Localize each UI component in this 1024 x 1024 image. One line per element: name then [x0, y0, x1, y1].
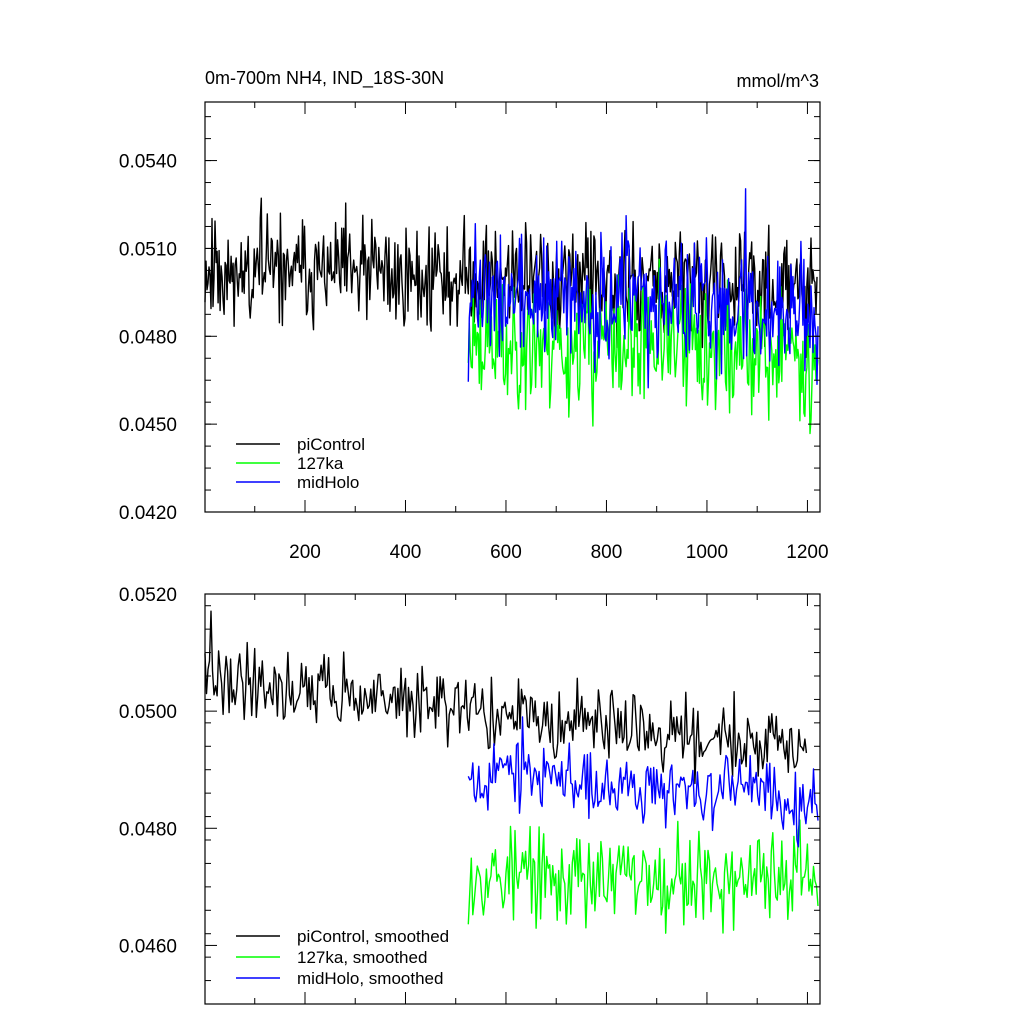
y-tick-label: 0.0540	[119, 152, 177, 173]
legend-label-0: piControl, smoothed	[297, 927, 449, 946]
bottom-panel: 0.0460 0.0480 0.0500 0.0520 piControl, smoo…	[119, 585, 821, 1005]
top-plot-frame	[204, 101, 821, 513]
bottom-tick-marks	[205, 593, 820, 1005]
units-label: mmol/m^3	[737, 71, 819, 91]
chart-title: 0m-700m NH4, IND_18S-30N	[205, 68, 444, 89]
series-line-2	[467, 188, 819, 389]
y-tick-label: 0.0460	[119, 936, 177, 957]
top-y-tick-labels: 0.0420 0.0450 0.0480 0.0510 0.0540	[119, 152, 177, 524]
x-tick-label: 600	[490, 542, 522, 563]
x-tick-label: 800	[591, 542, 623, 563]
top-tick-marks	[205, 102, 820, 513]
bottom-series-lines	[204, 610, 819, 934]
legend-label-1: 127ka, smoothed	[297, 948, 427, 967]
series-line-1	[467, 819, 819, 934]
y-tick-label: 0.0500	[119, 702, 177, 723]
legend-label-1: 127ka	[297, 454, 344, 473]
top-panel: 0m-700m NH4, IND_18S-30N mmol/m^3 0.0420…	[119, 68, 829, 563]
top-x-tick-labels: 200 400 600 800 1000 1200	[289, 542, 828, 563]
x-tick-label: 400	[390, 542, 422, 563]
series-line-0	[204, 610, 808, 785]
y-tick-label: 0.0520	[119, 585, 177, 606]
y-tick-label: 0.0480	[119, 327, 177, 348]
bottom-legend: piControl, smoothed 127ka, smoothed midHol…	[236, 927, 449, 988]
bottom-plot-frame	[204, 593, 821, 1005]
y-tick-label: 0.0480	[119, 819, 177, 840]
y-tick-label: 0.0420	[119, 503, 177, 524]
x-tick-label: 200	[289, 542, 321, 563]
top-series-lines	[204, 188, 819, 435]
legend-label-0: piControl	[297, 435, 365, 454]
x-tick-label: 1200	[786, 542, 828, 563]
legend-label-2: midHolo, smoothed	[297, 969, 443, 988]
y-tick-label: 0.0510	[119, 239, 177, 260]
y-tick-label: 0.0450	[119, 415, 177, 436]
series-line-2	[467, 716, 819, 848]
bottom-y-tick-labels: 0.0460 0.0480 0.0500 0.0520	[119, 585, 177, 957]
x-tick-label: 1000	[686, 542, 728, 563]
legend-label-2: midHolo	[297, 473, 359, 492]
